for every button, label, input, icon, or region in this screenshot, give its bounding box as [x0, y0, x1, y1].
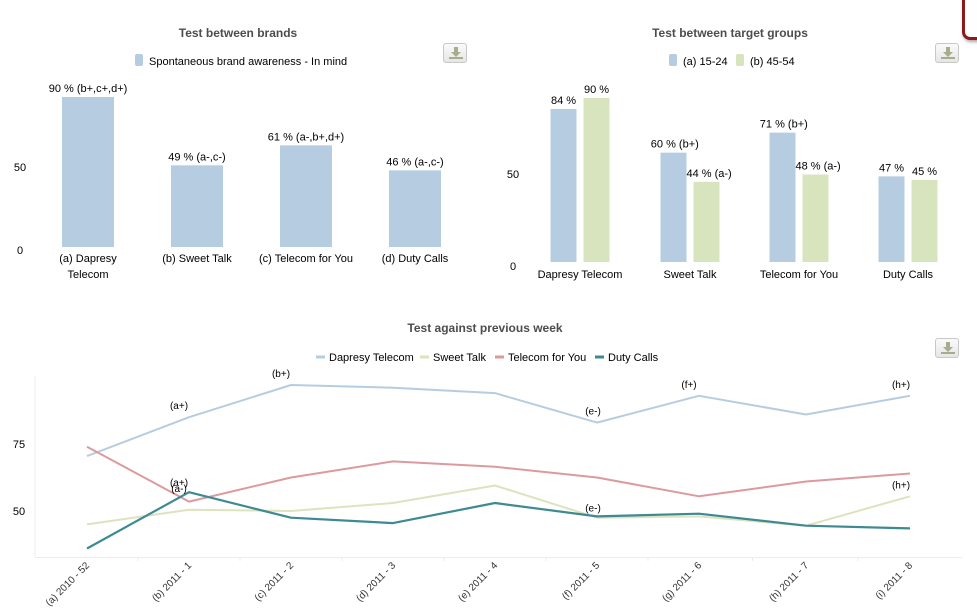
bar-data-label: 84 % [551, 95, 576, 107]
legend-label[interactable]: Sweet Talk [433, 352, 486, 364]
download-icon [941, 47, 955, 59]
bar-data-label: 90 % (b+,c+,d+) [49, 83, 128, 95]
download-button-brands[interactable] [443, 43, 467, 63]
y-tick-label: 50 [13, 506, 25, 518]
brands-bar-chart: Test between brands Spontaneous brand aw… [14, 26, 449, 281]
legend-label[interactable]: Duty Calls [608, 352, 659, 364]
significance-annotation: (b+) [272, 369, 290, 380]
significance-annotation: (a-) [171, 484, 187, 495]
bar[interactable] [171, 165, 223, 247]
x-tick-label: (e) 2011 - 4 [456, 560, 500, 604]
target-groups-bar-chart: Test between target groups (a) 15-24 (b)… [507, 26, 938, 281]
x-tick-label: (d) 2011 - 3 [354, 560, 398, 604]
y-tick-label: 50 [507, 169, 519, 181]
significance-annotation: (e-) [585, 407, 601, 418]
x-tick-label: (a) 2010 - 52 [44, 560, 93, 609]
x-tick-label: (c) Telecom for You [259, 253, 353, 265]
y-tick-label: 50 [14, 162, 26, 174]
x-tick-label: (h) 2011 - 7 [767, 560, 811, 604]
series-line-telecom-for-you[interactable] [86, 445, 911, 503]
legend-label[interactable]: Dapresy Telecom [329, 352, 414, 364]
bar-data-label: 49 % (a-,c-) [168, 151, 225, 163]
bar[interactable] [389, 170, 441, 247]
y-tick-label: 0 [510, 261, 516, 273]
bar-data-label: 60 % (b+) [651, 139, 699, 151]
series-line-sweet-talk[interactable] [86, 484, 911, 527]
bar[interactable] [550, 108, 577, 262]
legend-label-awareness[interactable]: Spontaneous brand awareness - In mind [149, 56, 347, 68]
legend-swatch-15-24 [669, 54, 677, 66]
bar[interactable] [802, 174, 829, 262]
legend-swatch-awareness [135, 54, 143, 66]
significance-annotation: (e-) [585, 503, 601, 514]
bar-data-label: 45 % [912, 166, 937, 178]
bar-data-label: 46 % (a-,c-) [386, 156, 443, 168]
download-button-target-groups[interactable] [935, 43, 959, 63]
overlay-panel-edge[interactable] [962, 0, 977, 40]
legend-swatch-45-54 [736, 54, 744, 66]
y-tick-label: 75 [13, 439, 25, 451]
legend-label[interactable]: Telecom for You [508, 352, 586, 364]
bar[interactable] [280, 145, 332, 247]
series-line-dapresy-telecom[interactable] [86, 384, 911, 458]
bar-data-label: 90 % [584, 84, 609, 96]
x-tick-label: Dapresy Telecom [538, 269, 623, 281]
significance-annotation: (a+) [170, 478, 188, 489]
legend-label-15-24[interactable]: (a) 15-24 [683, 56, 728, 68]
significance-annotation: (h+) [892, 380, 910, 391]
x-tick-label: (b) 2011 - 1 [150, 560, 194, 604]
x-tick-label: Telecom [68, 269, 109, 281]
series-line-duty-calls[interactable] [86, 491, 911, 550]
target-groups-chart-title: Test between target groups [652, 26, 808, 40]
download-icon [449, 47, 463, 59]
bar[interactable] [62, 97, 114, 247]
bar[interactable] [769, 132, 796, 262]
bar[interactable] [660, 152, 687, 262]
download-button-weekly[interactable] [935, 338, 959, 358]
x-tick-label: Sweet Talk [664, 269, 717, 281]
bar[interactable] [878, 176, 905, 262]
brands-chart-title: Test between brands [179, 26, 298, 40]
bar-data-label: 71 % (b+) [760, 119, 808, 131]
x-tick-label: (f) 2011 - 5 [560, 560, 602, 602]
x-tick-label: (i) 2011 - 8 [874, 560, 916, 602]
bar[interactable] [911, 180, 938, 262]
bar-data-label: 44 % (a-) [686, 168, 731, 180]
x-tick-label: (a) Dapresy [59, 253, 117, 265]
x-tick-label: (g) 2011 - 6 [660, 560, 704, 604]
download-icon [941, 342, 955, 354]
x-tick-label: Telecom for You [760, 269, 838, 281]
bar[interactable] [693, 181, 720, 262]
bar-data-label: 48 % (a-) [795, 161, 840, 173]
weekly-chart-title: Test against previous week [407, 321, 562, 335]
x-tick-label: (c) 2011 - 2 [253, 560, 297, 604]
x-tick-label: (d) Duty Calls [382, 253, 449, 265]
bar-data-label: 61 % (a-,b+,d+) [268, 131, 344, 143]
x-tick-label: Duty Calls [883, 269, 934, 281]
significance-annotation: (h+) [892, 480, 910, 491]
y-tick-label: 0 [17, 245, 23, 257]
legend-label-45-54[interactable]: (b) 45-54 [750, 56, 795, 68]
x-tick-label: (b) Sweet Talk [162, 253, 232, 265]
weekly-line-chart: Test against previous week Dapresy Telec… [13, 321, 962, 609]
significance-annotation: (f+) [681, 380, 696, 391]
bar[interactable] [583, 98, 610, 262]
bar-data-label: 47 % [879, 162, 904, 174]
significance-annotation: (a+) [170, 401, 188, 412]
